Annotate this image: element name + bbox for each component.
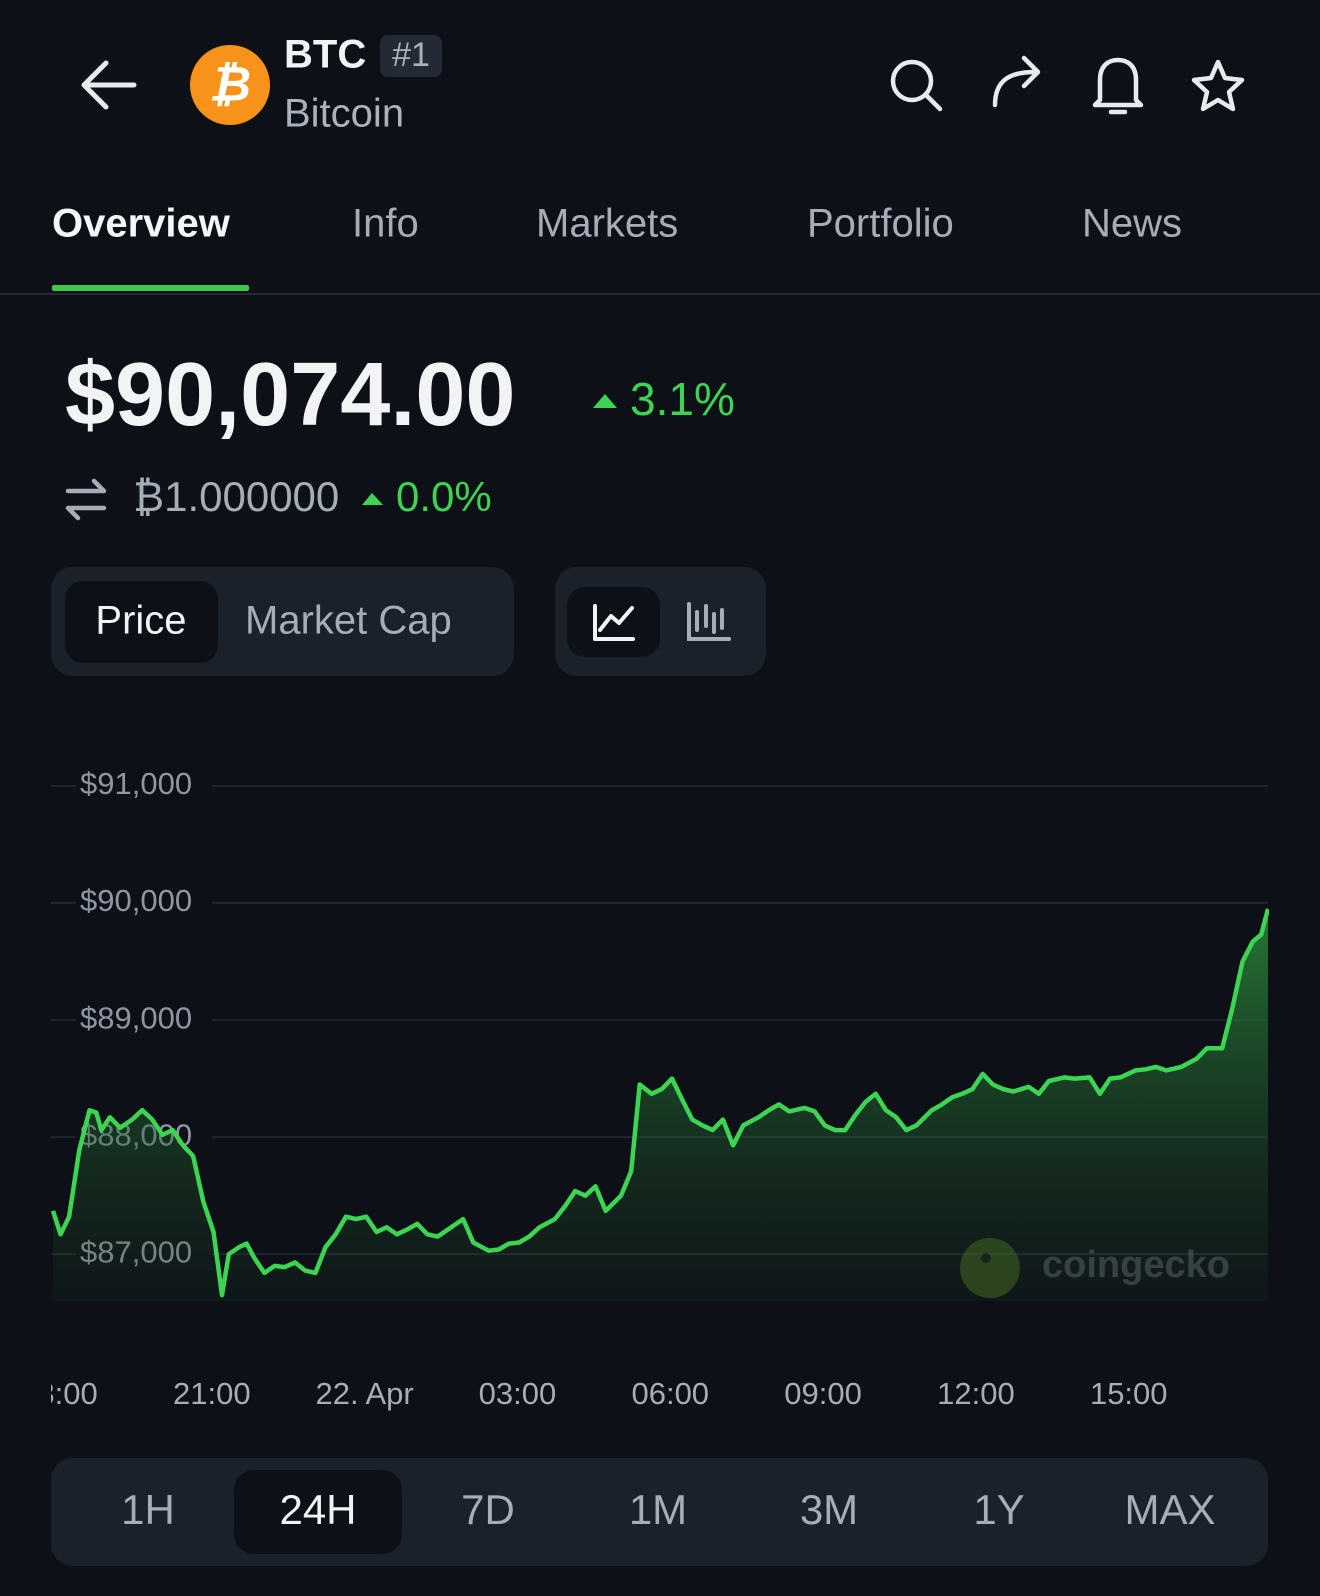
price-line	[51, 908, 1269, 1298]
rank: #1	[392, 36, 430, 74]
toggle-option[interactable]: Market Cap	[245, 599, 452, 643]
price-area	[53, 908, 1268, 1301]
tab[interactable]: Portfolio	[807, 202, 954, 246]
btc-change: 0.0%	[396, 473, 492, 520]
y-tick-label: $91,000	[80, 766, 192, 801]
label-backdrop	[76, 768, 212, 804]
active-pill	[567, 587, 660, 657]
range-option[interactable]: 1M	[629, 1486, 687, 1533]
coin-logo: ₿	[190, 45, 270, 125]
active-range-pill	[234, 1470, 402, 1554]
label-backdrop	[76, 885, 212, 922]
btc-price: ₿1.000000	[133, 473, 339, 520]
y-tick-label: $90,000	[80, 883, 192, 918]
svg-text:₿: ₿	[209, 59, 251, 112]
active-tab-indicator	[52, 285, 249, 291]
price-change: 3.1%	[630, 373, 735, 425]
line-chart-button[interactable]	[593, 604, 635, 641]
range-options: 1H 24H 7D 1M 3M 1Y MAX	[121, 1470, 1216, 1554]
tab[interactable]: Overview	[52, 202, 231, 246]
notification-button[interactable]	[1092, 57, 1144, 115]
x-tick-label: 06:00	[631, 1376, 709, 1411]
share-button[interactable]	[992, 55, 1041, 108]
swap-icon	[65, 478, 107, 521]
x-tick-label: 15:00	[1090, 1376, 1168, 1411]
range-option[interactable]: 24H	[279, 1486, 356, 1533]
tab-bar: Overview Info Markets Portfolio News	[52, 202, 1182, 246]
x-tick-label: 09:00	[784, 1376, 862, 1411]
active-pill	[65, 581, 218, 663]
search-button[interactable]	[890, 59, 943, 112]
coin-name: Bitcoin	[284, 92, 404, 136]
label-backdrop	[76, 1002, 212, 1039]
tab[interactable]: Info	[352, 202, 419, 246]
range-option[interactable]: 3M	[800, 1486, 858, 1533]
candle-chart-button[interactable]	[687, 602, 731, 641]
x-tick-label: 03:00	[479, 1376, 557, 1411]
back-button[interactable]	[81, 60, 137, 110]
range-option[interactable]: 1Y	[973, 1486, 1024, 1533]
y-tick-label: $89,000	[80, 1000, 192, 1035]
range-option[interactable]: 1H	[121, 1486, 175, 1533]
range-option[interactable]: MAX	[1124, 1486, 1215, 1533]
x-axis: 18:00 21:00 22. Apr 03:00 06:00 09:00 12:00 15:…	[20, 1376, 1168, 1411]
x-tick-label: 18:00	[20, 1376, 98, 1411]
up-arrow	[593, 394, 617, 408]
up-arrow	[362, 493, 383, 505]
range-option[interactable]: 7D	[461, 1486, 515, 1533]
coin-symbol: BTC	[284, 33, 366, 77]
price-chart: $87,000$88,000$89,000$90,000$91,000coing…	[20, 766, 1269, 1411]
favorite-button[interactable]	[1191, 59, 1245, 112]
tab[interactable]: News	[1082, 202, 1182, 246]
toggle-option[interactable]: Price	[95, 599, 186, 643]
x-tick-label: 21:00	[173, 1376, 251, 1411]
x-tick-label: 22. Apr	[315, 1376, 413, 1411]
tab[interactable]: Markets	[536, 202, 678, 246]
rank-badge	[380, 35, 442, 77]
price: $90,074.00	[65, 345, 515, 445]
x-tick-label: 12:00	[937, 1376, 1015, 1411]
